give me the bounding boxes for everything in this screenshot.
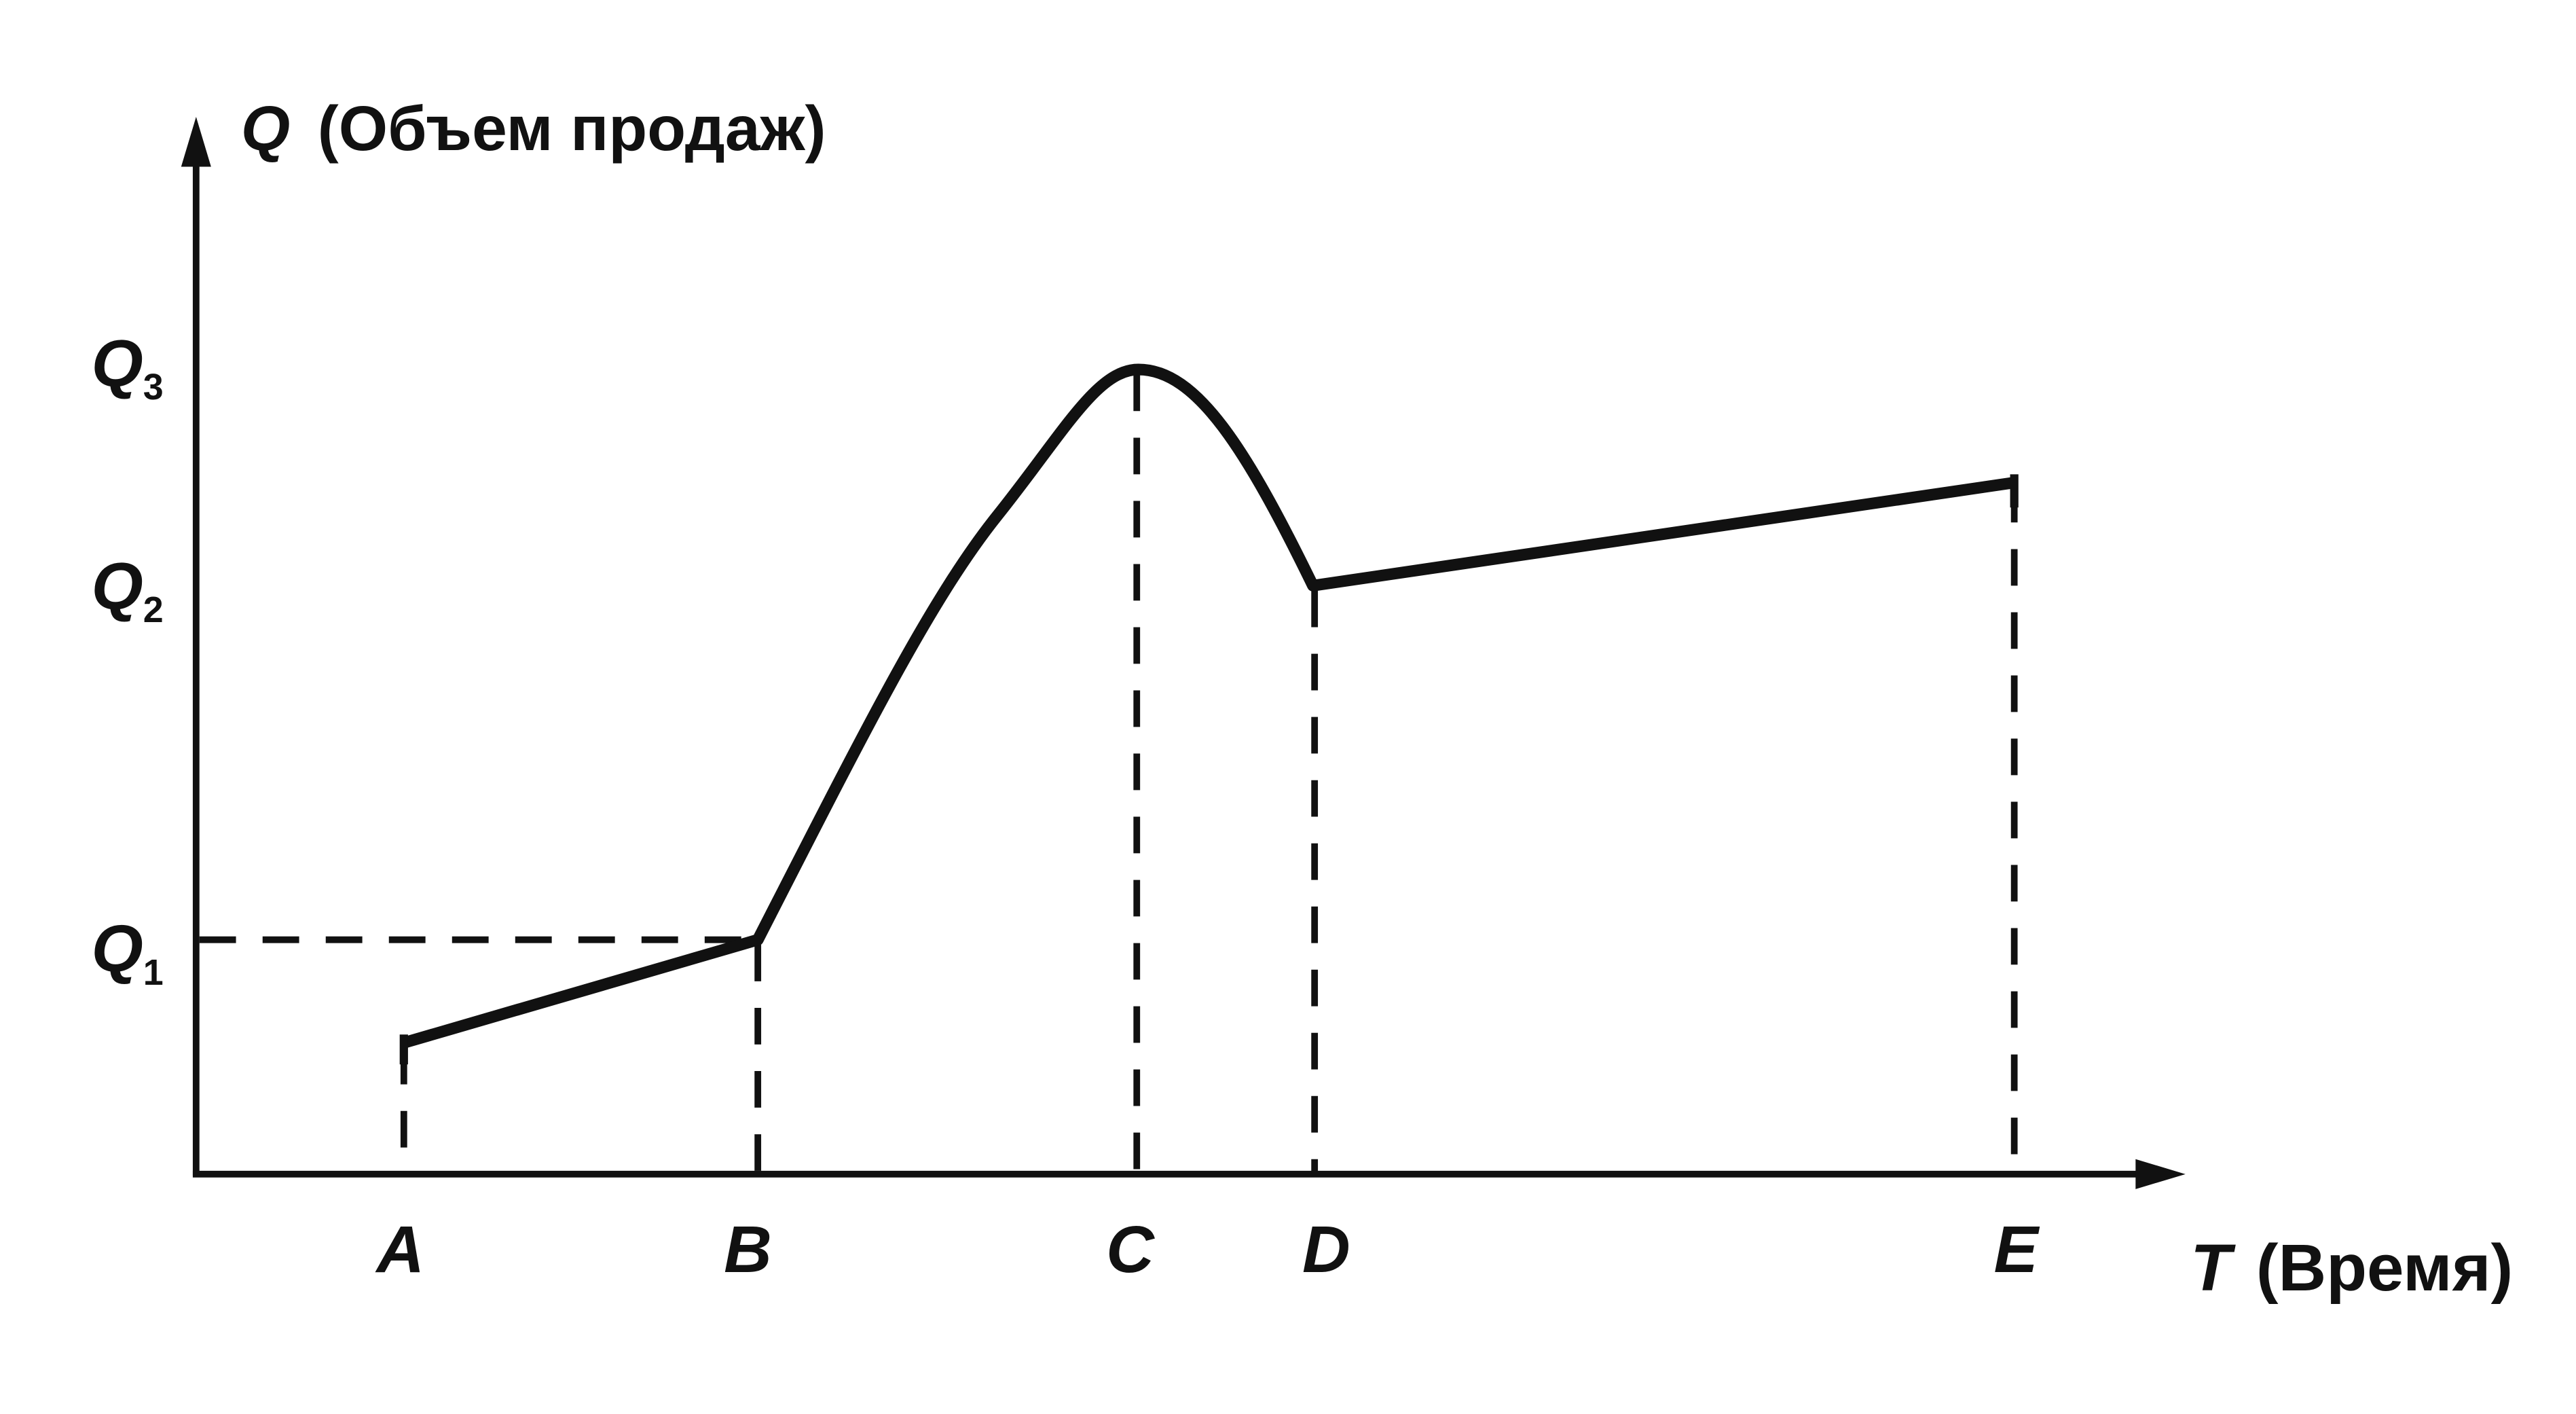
x-axis-symbol: T bbox=[2190, 1230, 2236, 1305]
y-level-subscript: 2 bbox=[143, 590, 164, 630]
y-axis-symbol: Q bbox=[241, 93, 290, 164]
y-level-label: Q1 bbox=[92, 911, 164, 993]
y-level-subscript: 1 bbox=[143, 952, 164, 993]
y-level-subscript: 3 bbox=[143, 367, 164, 407]
x-point-label: D bbox=[1302, 1212, 1350, 1286]
y-axis-arrow bbox=[181, 117, 211, 167]
x-point-label: A bbox=[375, 1212, 425, 1286]
x-point-label: B bbox=[724, 1212, 772, 1286]
y-level-symbol: Q bbox=[92, 911, 143, 985]
x-axis-text: (Время) bbox=[2256, 1230, 2513, 1305]
y-axis-text: (Объем продаж) bbox=[318, 93, 826, 164]
x-axis-label: T (Время) bbox=[2190, 1230, 2513, 1305]
x-point-label: E bbox=[1993, 1212, 2040, 1286]
y-level-symbol: Q bbox=[92, 549, 143, 623]
y-axis-label: Q (Объем продаж) bbox=[241, 93, 826, 164]
y-level-label: Q2 bbox=[92, 549, 164, 631]
x-axis-arrow bbox=[2135, 1159, 2186, 1189]
x-point-label: C bbox=[1106, 1212, 1155, 1286]
y-level-label: Q3 bbox=[92, 326, 164, 408]
sales-curve bbox=[402, 363, 2015, 1049]
y-level-symbol: Q bbox=[92, 326, 143, 401]
